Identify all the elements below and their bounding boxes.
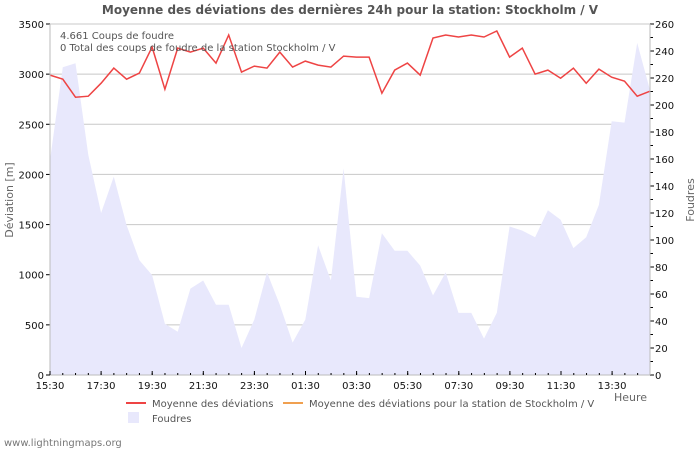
- x-tick: 21:30: [189, 381, 218, 392]
- chart-title: Moyenne des déviations des dernières 24h…: [101, 3, 599, 17]
- x-tick: 23:30: [240, 381, 269, 392]
- axes: 0 500 1000 1500 2000 2500 3000 3500 0 20 40 60 80 100…: [19, 20, 675, 392]
- y-axis-right-label: Foudres: [684, 178, 697, 222]
- foudres-area: [50, 42, 650, 376]
- y-tick-right: 0: [655, 371, 661, 382]
- y-tick-left: 2000: [19, 170, 44, 181]
- legend-swatch-foudres: [128, 412, 139, 423]
- x-tick: 09:30: [495, 381, 524, 392]
- footer-source: www.lightningmaps.org: [4, 438, 122, 449]
- y-tick-left: 1000: [19, 271, 44, 282]
- y-tick-right: 140: [655, 182, 674, 193]
- legend: Moyenne des déviations Moyenne des dévia…: [126, 398, 594, 425]
- y-tick-right: 240: [655, 47, 674, 58]
- x-tick: 05:30: [393, 381, 422, 392]
- y-tick-left: 3500: [19, 20, 44, 31]
- x-tick: 03:30: [342, 381, 371, 392]
- y-tick-right: 200: [655, 101, 674, 112]
- y-tick-left: 1500: [19, 221, 44, 232]
- x-tick: 15:30: [36, 381, 65, 392]
- y-tick-right: 40: [655, 317, 668, 328]
- legend-label-foudres: Foudres: [152, 414, 191, 425]
- deviation-line: [49, 30, 651, 98]
- y-tick-left: 500: [25, 321, 44, 332]
- info-station-total: 0 Total des coups de foudre de la statio…: [60, 43, 336, 54]
- legend-label-deviation: Moyenne des déviations: [152, 398, 273, 410]
- legend-label-station-deviation: Moyenne des déviations pour la station d…: [309, 398, 594, 410]
- x-axis-label: Heure: [614, 391, 647, 404]
- x-tick: 19:30: [138, 381, 167, 392]
- y-tick-right: 80: [655, 263, 668, 274]
- x-tick: 11:30: [547, 381, 576, 392]
- y-tick-right: 20: [655, 344, 668, 355]
- x-tick: 13:30: [598, 381, 627, 392]
- x-tick: 01:30: [291, 381, 320, 392]
- y-tick-right: 60: [655, 290, 668, 301]
- y-tick-left: 2500: [19, 120, 44, 131]
- y-tick-right: 160: [655, 155, 674, 166]
- x-tick: 07:30: [444, 381, 473, 392]
- y-tick-right: 260: [655, 20, 674, 31]
- info-strikes: 4.661 Coups de foudre: [60, 31, 174, 42]
- y-tick-left: 0: [38, 371, 44, 382]
- y-tick-right: 180: [655, 128, 674, 139]
- y-tick-right: 120: [655, 209, 674, 220]
- y-tick-left: 3000: [19, 70, 44, 81]
- y-tick-right: 100: [655, 236, 674, 247]
- y-axis-left-label: Déviation [m]: [3, 162, 16, 237]
- y-tick-right: 220: [655, 74, 674, 85]
- x-tick: 17:30: [87, 381, 116, 392]
